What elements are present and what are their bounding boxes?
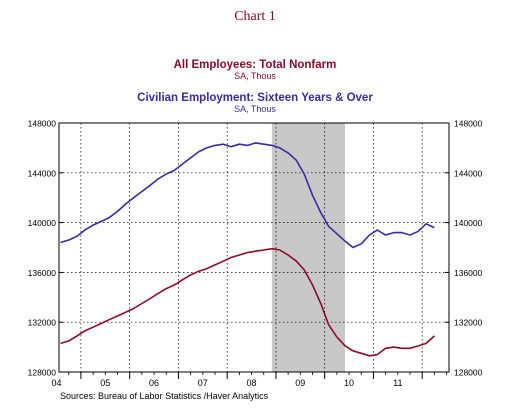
y-tick-label-right: 132000 — [454, 318, 483, 328]
x-tick-label: 10 — [344, 378, 354, 388]
y-tick-label-right: 140000 — [454, 218, 483, 228]
plot-area: 128000 128000 132000 132000 136000 136000 1400… — [28, 119, 483, 389]
y-tick-label-left: 132000 — [28, 318, 57, 328]
y-tick-label-left: 144000 — [28, 168, 57, 178]
y-tick-label-left: 148000 — [28, 119, 57, 129]
legend-series-2-units: SA, Thous — [234, 104, 276, 114]
source-note: Sources: Bureau of Labor Statistics /Hav… — [60, 391, 269, 401]
legend-series-1-name: All Employees: Total Nonfarm — [174, 59, 337, 71]
series-line-2 — [60, 142, 435, 249]
y-tick-label-right: 144000 — [454, 168, 483, 178]
x-tick-label: 06 — [149, 378, 159, 388]
y-tick-label-right: 128000 — [454, 368, 483, 378]
y-tick-label-right: 148000 — [454, 119, 483, 129]
x-tick-label: 07 — [198, 378, 208, 388]
y-tick-label-right: 136000 — [454, 268, 483, 278]
y-tick-label-left: 140000 — [28, 218, 57, 228]
x-tick-label: 05 — [100, 378, 110, 388]
x-tick-label: 04 — [52, 378, 62, 388]
x-tick-label: 08 — [247, 378, 257, 388]
x-tick-label: 11 — [393, 378, 402, 388]
y-tick-label-left: 128000 — [28, 368, 57, 378]
x-tick-label: 09 — [295, 378, 305, 388]
y-tick-label-left: 136000 — [28, 268, 57, 278]
chart-label: Chart 1 — [234, 9, 276, 24]
recession-shading — [271, 123, 346, 372]
plot-frame — [58, 122, 450, 373]
series-line-1 — [60, 247, 435, 357]
legend-series-1-units: SA, Thous — [234, 71, 276, 81]
legend-series-2-name: Civilian Employment: Sixteen Years & Ove… — [137, 92, 373, 104]
